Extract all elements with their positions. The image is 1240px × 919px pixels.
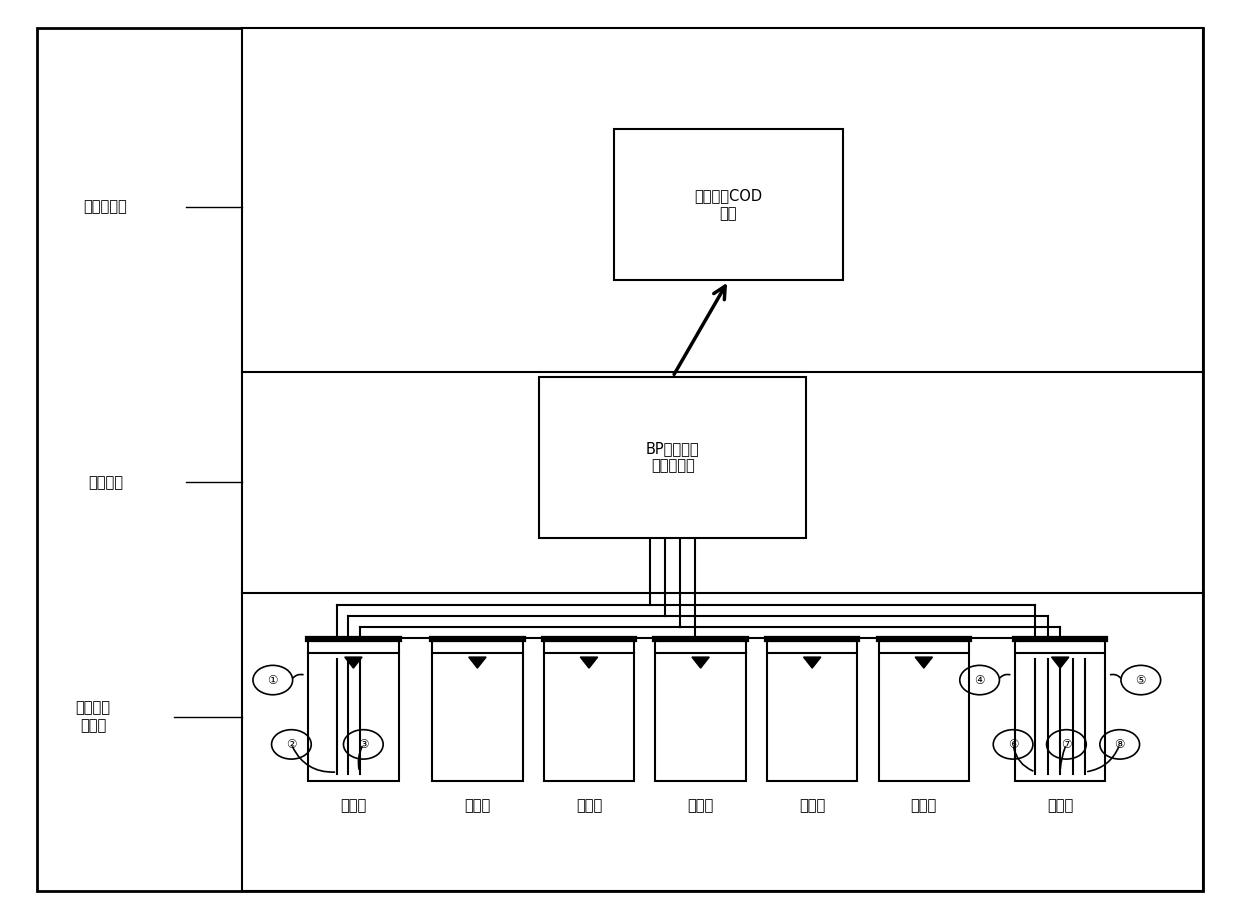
Text: ②: ② (286, 738, 296, 751)
Bar (433, 639, 523, 781)
Polygon shape (1052, 657, 1069, 668)
Text: ⑤: ⑤ (1136, 674, 1146, 686)
Text: ⑥: ⑥ (1008, 738, 1018, 751)
Text: 好氧池: 好氧池 (799, 798, 826, 812)
Bar (543, 639, 634, 781)
Text: 预测出水COD
浓度: 预测出水COD 浓度 (694, 188, 763, 221)
Text: ①: ① (268, 674, 278, 686)
Bar (539, 377, 806, 538)
Bar (655, 639, 745, 781)
Text: ⑦: ⑦ (1061, 738, 1071, 751)
Text: ⑧: ⑧ (1115, 738, 1125, 751)
Text: 进水池: 进水池 (340, 798, 367, 812)
Text: ③: ③ (358, 738, 368, 751)
Text: 确立模型: 确立模型 (88, 475, 123, 490)
Text: ④: ④ (975, 674, 985, 686)
Bar (1014, 639, 1106, 781)
Text: 厌氧池: 厌氧池 (575, 798, 603, 812)
Polygon shape (580, 657, 598, 668)
Text: 输出预测值: 输出预测值 (83, 199, 128, 214)
Text: 二沉池: 二沉池 (910, 798, 937, 812)
Bar (766, 639, 858, 781)
Bar (242, 28, 1203, 891)
Polygon shape (469, 657, 486, 668)
Text: 初沉池: 初沉池 (464, 798, 491, 812)
Text: 兼氧池: 兼氧池 (687, 798, 714, 812)
Polygon shape (915, 657, 932, 668)
Text: BP神经网络
仿真与验证: BP神经网络 仿真与验证 (646, 441, 699, 473)
Bar (878, 639, 970, 781)
Polygon shape (692, 657, 709, 668)
Polygon shape (345, 657, 362, 668)
Bar (614, 129, 843, 280)
Bar (308, 639, 398, 781)
Text: 传感器数
据输入: 传感器数 据输入 (76, 700, 110, 733)
Text: 出水池: 出水池 (1047, 798, 1074, 812)
Polygon shape (804, 657, 821, 668)
